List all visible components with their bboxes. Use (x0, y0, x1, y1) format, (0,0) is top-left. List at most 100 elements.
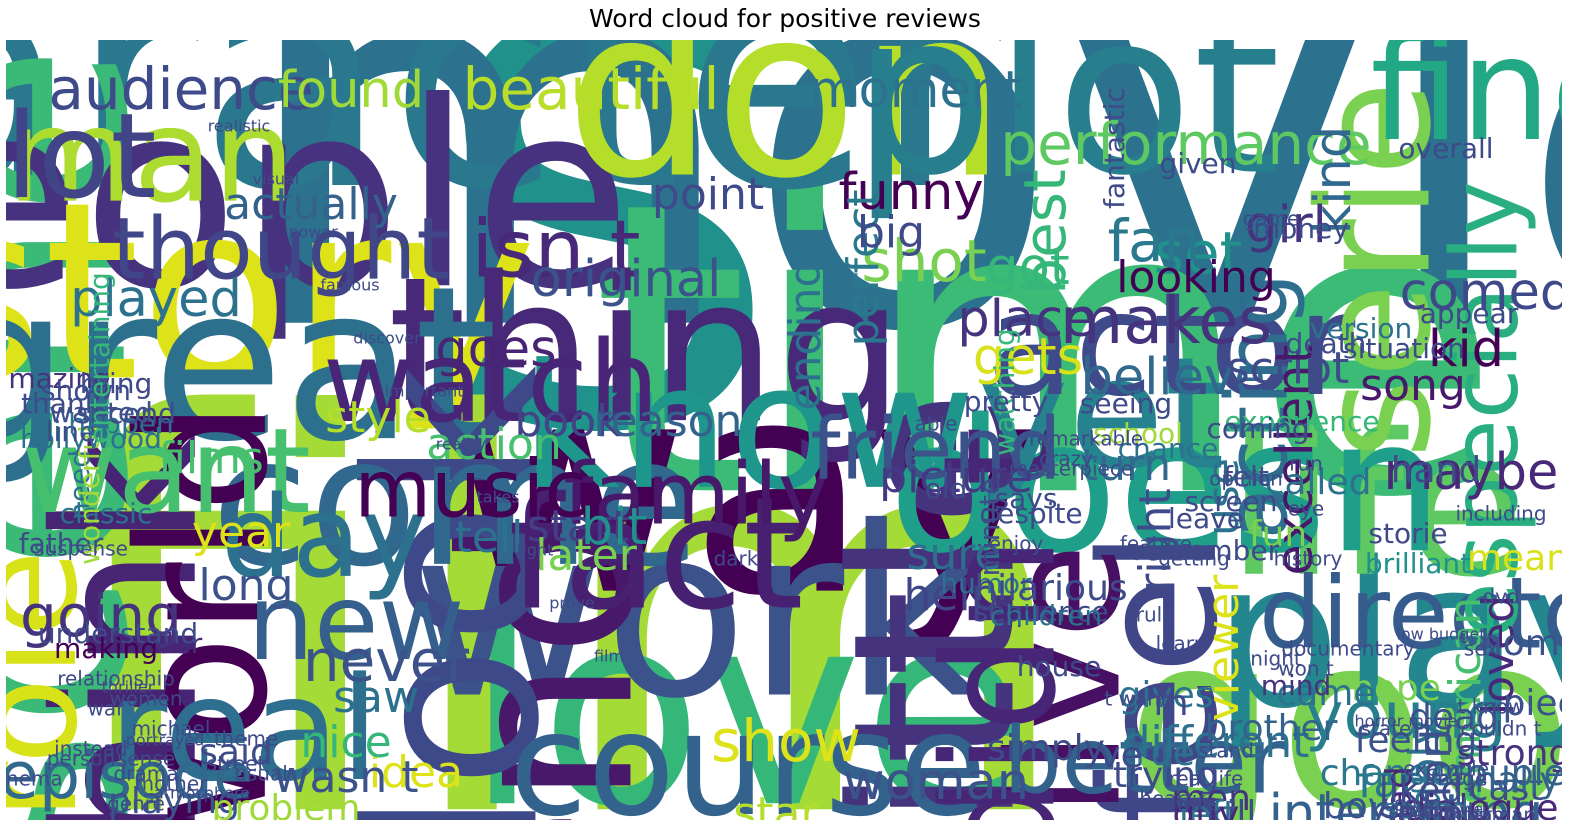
word-mother: mother (135, 772, 209, 796)
word-seen: seen (1378, 794, 1464, 820)
word-happen: happen (68, 407, 173, 440)
word-school: school (1093, 417, 1183, 450)
word-bit: bit (581, 498, 648, 557)
word-kid: kid (1428, 320, 1504, 379)
word-watching: watching (988, 328, 1021, 455)
word-perfect: perfect (838, 189, 889, 346)
word-story: story (6, 150, 537, 436)
word-beautiful: beautiful (463, 55, 720, 123)
word-m: m (1153, 683, 1188, 724)
word-heart: heart (1139, 787, 1192, 811)
word-live: live (974, 543, 1155, 816)
word-gets: gets (973, 328, 1083, 387)
word-history: history (1274, 547, 1343, 571)
word-maybe: maybe (1384, 443, 1559, 502)
word-show: show (711, 707, 861, 775)
word-long: long (199, 560, 294, 611)
word-screen: screen (1184, 485, 1277, 518)
word-horror-movie: horror movie (1354, 712, 1457, 731)
word-prove: prove (549, 594, 594, 613)
word-didn-t: didn t (909, 426, 1090, 820)
word-discover: discover (353, 329, 421, 348)
word-thriller: thriller (102, 678, 155, 697)
word-set: set (1154, 219, 1243, 287)
word-thank: thank (21, 387, 102, 420)
word-stand: stand (1198, 739, 1254, 763)
word-chance: chance (1118, 432, 1219, 465)
word-entertaining: entertaining (83, 272, 116, 444)
word-woman: woman (843, 753, 1029, 812)
word-day: day (221, 473, 427, 603)
word-overall: overall (1398, 132, 1493, 165)
word-version: version (1310, 312, 1413, 345)
word-fantastic: fantastic (1098, 87, 1131, 209)
word-got: got (986, 238, 1070, 297)
word-thought: thought (112, 199, 450, 299)
word-played: played (70, 270, 242, 329)
word-feel: feel (1066, 530, 1253, 820)
word-better: better (1003, 707, 1285, 814)
word-wife: wife (1175, 792, 1216, 816)
word-mind: mind (1261, 669, 1332, 702)
word-sure: sure (906, 529, 1001, 580)
word-film: film (594, 647, 624, 666)
word-sex: sex (1464, 637, 1498, 661)
word-found: found (278, 61, 424, 120)
word-audience: audience (48, 55, 313, 123)
word-remarkable: remarkable (1029, 427, 1143, 451)
word-good-movie: good movie (1389, 800, 1483, 819)
word-point: point (652, 169, 764, 220)
word-getting: getting (1158, 547, 1230, 571)
word-idea: idea (369, 747, 463, 798)
word-tell: tell (455, 512, 524, 563)
word-couldn-t: couldn t (1460, 717, 1541, 741)
word-instead: instead (54, 737, 128, 761)
word-portrayed: portrayed (126, 731, 205, 750)
word-low-budget: low budget (1396, 625, 1485, 644)
word-want: want (21, 402, 311, 540)
word-music: music (354, 443, 588, 535)
word-learn: learn (1156, 632, 1207, 656)
word-soon: soon (1394, 792, 1442, 816)
word-trying: trying (1113, 755, 1219, 796)
word-especially: especially (1431, 181, 1538, 639)
word-simply: simply (987, 728, 1105, 769)
word-gives: gives (1118, 675, 1213, 716)
word-love: love (465, 555, 1027, 820)
word-storie: storie (1368, 517, 1447, 550)
word-ve: ve (1099, 735, 1142, 776)
word-sound: sound (1384, 792, 1469, 820)
word-look: look (318, 366, 591, 820)
word-classic: classic (60, 497, 153, 530)
word-moment: moment (809, 61, 1023, 120)
word-find: find (1370, 40, 1562, 173)
word-night: night (1250, 647, 1302, 671)
word-leave: leave (1168, 502, 1244, 535)
word-script: script (1227, 343, 1350, 394)
word-humor: humor (940, 567, 1032, 600)
word-street: street (207, 752, 266, 776)
word-men: men (1171, 778, 1251, 819)
word-image: image (1425, 767, 1487, 791)
word-looking: looking (1116, 252, 1276, 303)
word-performance: performance (1000, 110, 1371, 178)
word-despite: despite (979, 497, 1082, 530)
word-t-know: t know (1457, 695, 1524, 719)
word-t-want: t want (1104, 687, 1167, 711)
word-use: use (1198, 458, 1249, 536)
word-action: action (426, 419, 561, 470)
word-help: help (903, 570, 998, 621)
word-fact: fact (508, 463, 804, 644)
word-sequence: sequence (974, 595, 1109, 628)
word-usual: usual (234, 762, 288, 786)
word-truly: truly (1128, 603, 1174, 627)
word-isn-t: isn t (471, 203, 640, 295)
word-sense: sense (117, 747, 175, 771)
word-serie: serie (1284, 81, 1465, 459)
word-course: course (509, 681, 987, 820)
word-going: going (20, 582, 182, 650)
word-probably: probably (1400, 719, 1451, 820)
word-star: star (733, 788, 819, 820)
word-family: family (563, 444, 828, 544)
word-actually: actually (224, 179, 398, 230)
